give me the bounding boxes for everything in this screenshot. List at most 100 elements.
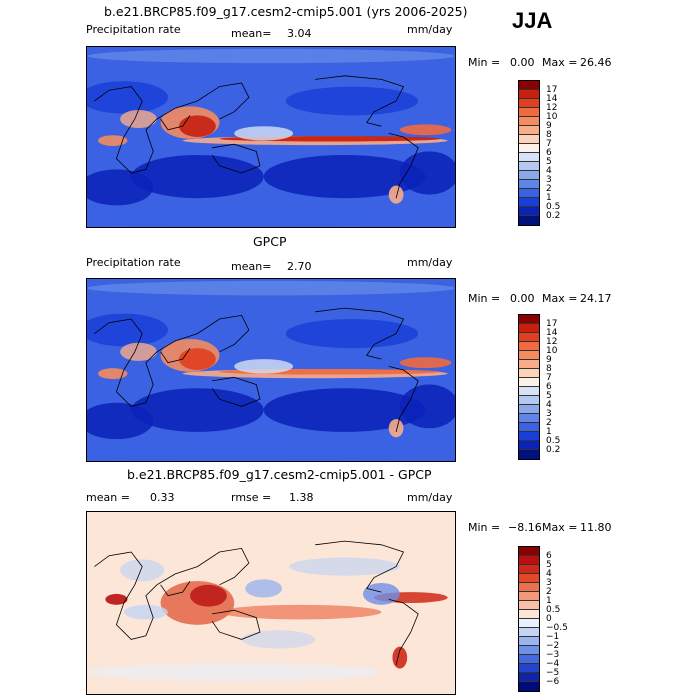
panel-2-variable-label: Precipitation rate xyxy=(86,256,181,269)
colorbar-swatch xyxy=(519,189,539,198)
field-contour xyxy=(234,126,294,141)
panel-1-variable-label: Precipitation rate xyxy=(86,23,181,36)
field-contour xyxy=(363,582,400,605)
field-contour xyxy=(285,86,419,116)
coastline xyxy=(388,133,419,199)
field-contour xyxy=(285,319,419,349)
colorbar-tick-label: 2 xyxy=(546,418,552,428)
colorbar-tick-label: −5 xyxy=(546,668,560,678)
colorbar-swatch xyxy=(519,682,539,691)
colorbar-tick-label: 12 xyxy=(546,103,558,113)
field-contour xyxy=(123,604,168,620)
colorbar-tick-label: 12 xyxy=(546,337,558,347)
colorbar-tick-label: 2 xyxy=(546,587,552,597)
colorbar-swatch xyxy=(519,414,539,423)
colorbar-tick-label: 6 xyxy=(546,382,552,392)
coastline xyxy=(315,307,405,360)
coastline xyxy=(160,347,191,364)
colorbar-swatch xyxy=(519,655,539,664)
field-contour xyxy=(241,630,316,649)
colorbar-swatch xyxy=(519,378,539,387)
field-contour xyxy=(289,557,400,576)
field-contour xyxy=(87,81,168,114)
colorbar-tick-label: 5 xyxy=(546,391,552,401)
panel-1-map xyxy=(86,46,456,228)
panel-1-mean-value: 3.04 xyxy=(287,27,312,40)
panel-3-min-value: −8.16 xyxy=(508,521,542,534)
panel-3-rmse-label: rmse = xyxy=(231,491,272,504)
colorbar-swatch xyxy=(519,81,539,90)
colorbar-tick-label: 0 xyxy=(546,614,552,624)
colorbar-swatch xyxy=(519,126,539,135)
colorbar-swatch xyxy=(519,324,539,333)
colorbar-swatch xyxy=(519,405,539,414)
coastline xyxy=(94,314,250,407)
colorbar-swatch xyxy=(519,333,539,342)
panel-1-max-label: Max = xyxy=(542,56,578,69)
colorbar-swatch xyxy=(519,441,539,450)
field-contour xyxy=(87,209,419,227)
colorbar-tick-label: 4 xyxy=(546,569,552,579)
colorbar-tick-label: 6 xyxy=(546,148,552,158)
season-label: JJA xyxy=(512,8,553,33)
panel-3-colorbar xyxy=(518,546,540,692)
panel-3-max-label: Max = xyxy=(542,521,578,534)
panel-3-mean-label: mean = xyxy=(86,491,130,504)
field-contour xyxy=(98,135,128,146)
colorbar-swatch xyxy=(519,117,539,126)
colorbar-tick-label: 1 xyxy=(546,193,552,203)
panel-2-max-value: 24.17 xyxy=(580,292,612,305)
colorbar-swatch xyxy=(519,637,539,646)
colorbar-tick-label: 14 xyxy=(546,328,558,338)
colorbar-tick-label: −0.5 xyxy=(546,623,568,633)
field-contour xyxy=(399,357,452,369)
field-contour xyxy=(105,593,128,605)
colorbar-swatch xyxy=(519,369,539,378)
coastline xyxy=(211,143,261,174)
coastline xyxy=(94,82,250,174)
panel-1-units: mm/day xyxy=(407,23,453,36)
panel-3-units: mm/day xyxy=(407,491,453,504)
colorbar-tick-label: 8 xyxy=(546,130,552,140)
colorbar-swatch xyxy=(519,423,539,432)
panel-2-colorbar xyxy=(518,314,540,460)
colorbar-tick-label: 1 xyxy=(546,427,552,437)
coastline xyxy=(211,376,261,407)
field-contour xyxy=(399,124,452,136)
field-contour xyxy=(263,388,426,432)
field-contour xyxy=(98,368,128,380)
panel-3-rmse-value: 1.38 xyxy=(289,491,314,504)
colorbar-swatch xyxy=(519,387,539,396)
colorbar-tick-label: 17 xyxy=(546,85,558,95)
colorbar-swatch xyxy=(519,664,539,673)
colorbar-tick-label: 0.5 xyxy=(546,436,561,446)
field-contour xyxy=(120,342,157,361)
colorbar-tick-label: 5 xyxy=(546,157,552,167)
colorbar-tick-label: 2 xyxy=(546,184,552,194)
field-contour xyxy=(179,348,216,370)
panel-1-title: b.e21.BRCP85.f09_g17.cesm2-cmip5.001 (yr… xyxy=(104,4,468,19)
panel-3-min-label: Min = xyxy=(468,521,501,534)
coastline xyxy=(315,75,405,127)
colorbar-swatch xyxy=(519,216,539,225)
coastline xyxy=(211,609,261,640)
colorbar-tick-label: 3 xyxy=(546,409,552,419)
coastline xyxy=(94,547,250,640)
colorbar-tick-label: 5 xyxy=(546,560,552,570)
field-contour xyxy=(131,155,264,199)
colorbar-tick-label: 8 xyxy=(546,364,552,374)
panel-3-map xyxy=(86,511,456,695)
colorbar-swatch xyxy=(519,673,539,682)
coastline xyxy=(315,540,405,593)
panel-1-max-value: 26.46 xyxy=(580,56,612,69)
field-contour xyxy=(87,442,419,461)
colorbar-swatch xyxy=(519,556,539,565)
field-contour xyxy=(87,663,382,682)
colorbar-tick-label: −4 xyxy=(546,659,560,669)
colorbar-swatch xyxy=(519,574,539,583)
colorbar-tick-label: −2 xyxy=(546,641,560,651)
colorbar-tick-label: 1 xyxy=(546,596,552,606)
colorbar-tick-label: 0.2 xyxy=(546,211,561,221)
colorbar-swatch xyxy=(519,583,539,592)
panel-3-mean-value: 0.33 xyxy=(150,491,175,504)
